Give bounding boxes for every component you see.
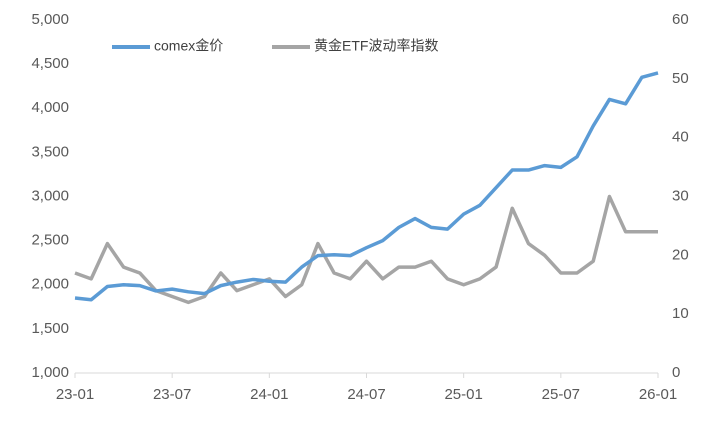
x-tick-label: 25-07 <box>542 386 580 403</box>
y-tick-label: 1,500 <box>31 320 69 337</box>
y-tick-label: 3,500 <box>31 143 69 160</box>
y2-tick-label: 20 <box>672 246 689 263</box>
y-tick-label: 4,500 <box>31 55 69 72</box>
x-tick-label: 24-01 <box>250 386 288 403</box>
x-tick-label: 24-07 <box>347 386 385 403</box>
y2-tick-label: 50 <box>672 70 689 87</box>
y-tick-label: 2,500 <box>31 232 69 249</box>
series-line <box>74 71 659 302</box>
y2-tick-label: 30 <box>672 187 689 204</box>
y2-tick-label: 60 <box>672 11 689 28</box>
y2-tick-label: 40 <box>672 129 689 146</box>
x-tick-label: 23-07 <box>153 386 191 403</box>
y-tick-label: 5,000 <box>31 11 69 28</box>
y-tick-label: 4,000 <box>31 99 69 116</box>
legend-label: comex金价 <box>154 38 223 54</box>
x-tick-label: 26-01 <box>639 386 677 403</box>
y2-tick-label: 10 <box>672 305 689 322</box>
x-tick-label: 23-01 <box>56 386 94 403</box>
legend-label: 黄金ETF波动率指数 <box>314 38 438 54</box>
y2-tick-label: 0 <box>672 364 680 381</box>
y-tick-label: 1,000 <box>31 364 69 381</box>
y-tick-label: 2,000 <box>31 276 69 293</box>
y-tick-label: 3,000 <box>31 187 69 204</box>
x-tick-label: 25-01 <box>444 386 482 403</box>
series-line <box>74 194 658 305</box>
